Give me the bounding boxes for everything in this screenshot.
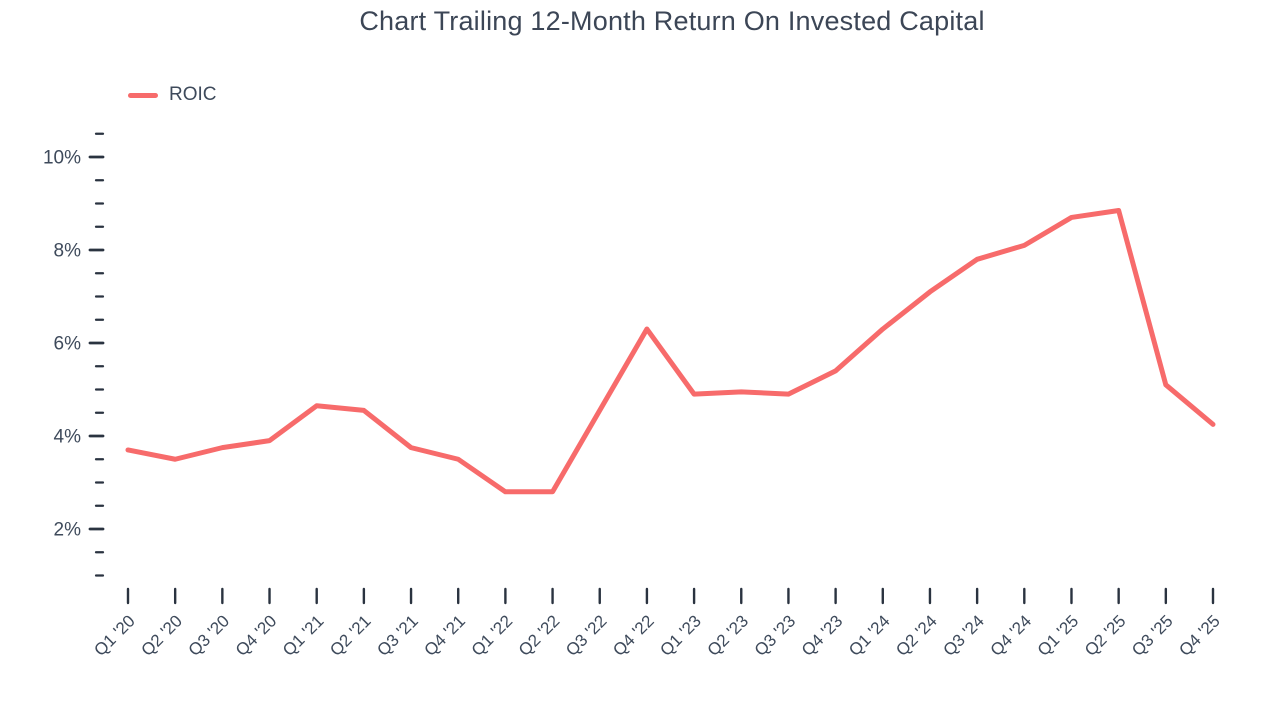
x-axis-label: Q3 '24 (939, 611, 987, 659)
x-axis-label: Q4 '21 (421, 611, 469, 659)
y-axis-label: 6% (54, 334, 82, 355)
x-axis-label: Q4 '22 (609, 611, 657, 659)
y-axis-label: 10% (43, 148, 81, 169)
x-axis-label: Q4 '24 (987, 611, 1035, 659)
x-axis-label: Q1 '20 (90, 611, 138, 659)
x-axis-label: Q3 '23 (751, 611, 799, 659)
y-axis-label: 2% (54, 520, 82, 541)
legend-label-roic: ROIC (169, 84, 217, 105)
x-axis-label: Q4 '20 (232, 611, 280, 659)
x-axis-label: Q1 '21 (279, 611, 327, 659)
legend: ROIC (128, 84, 217, 106)
x-axis-label: Q3 '22 (562, 611, 610, 659)
x-axis-label: Q2 '20 (138, 611, 186, 659)
series-line-roic (125, 207, 1216, 495)
x-axis-label: Q2 '21 (326, 611, 374, 659)
x-axis-label: Q2 '25 (1081, 611, 1129, 659)
y-axis-label: 4% (54, 427, 82, 448)
chart-title: Chart Trailing 12-Month Return On Invest… (359, 6, 985, 36)
y-axis-label: 8% (54, 241, 82, 262)
x-axis-label: Q2 '22 (515, 611, 563, 659)
x-axis-label: Q4 '23 (798, 611, 846, 659)
x-axis-label: Q1 '24 (845, 611, 893, 659)
x-axis-label: Q1 '22 (468, 611, 516, 659)
x-axis-label: Q1 '25 (1034, 611, 1082, 659)
y-axis: 2% 4% 6% 8% 10% (43, 132, 105, 577)
x-axis-label: Q3 '21 (373, 611, 421, 659)
x-axis-label: Q2 '23 (704, 611, 752, 659)
x-axis-label: Q1 '23 (656, 611, 704, 659)
x-axis-label: Q3 '20 (185, 611, 233, 659)
legend-swatch-roic (128, 92, 158, 98)
x-axis-label: Q2 '24 (892, 611, 940, 659)
x-axis-label: Q3 '25 (1128, 611, 1176, 659)
x-axis-label: Q4 '25 (1175, 611, 1223, 659)
